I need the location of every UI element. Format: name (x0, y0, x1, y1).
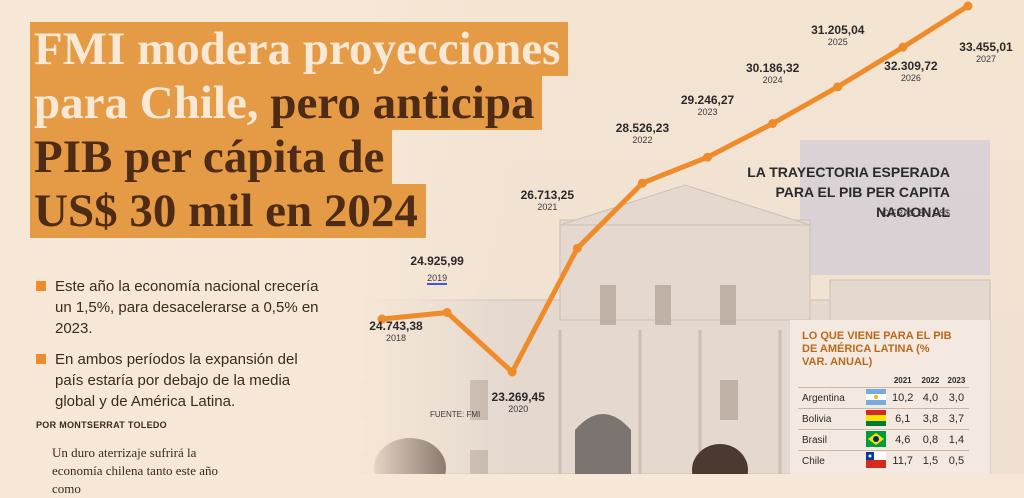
bolivia-flag-icon (866, 408, 888, 430)
bullet-square-icon (36, 354, 46, 364)
byline: POR MONTSERRAT TOLEDO (36, 420, 167, 430)
chart-source: FUENTE: FMI (430, 410, 481, 419)
headline: FMI modera proyecciones para Chile, pero… (30, 22, 630, 238)
headline-line-2: para Chile, pero anticipa (30, 76, 543, 130)
data-label-year: 2027 (975, 54, 997, 64)
data-point (703, 152, 713, 162)
table-row: Argentina 10,2 4,0 3,0 (798, 387, 970, 409)
table-cell: 3,7 (943, 408, 970, 430)
data-point (833, 82, 843, 92)
data-label-year: 2019 (427, 273, 448, 286)
headline-line-2-light: para Chile, (34, 77, 259, 129)
bullet-item: Este año la economía nacional crecería u… (36, 276, 326, 339)
data-point (898, 42, 908, 52)
chile-flag-icon (866, 450, 888, 471)
table-cell: 1,5 (917, 450, 944, 471)
chart-subtitle: CIFRAS EN US$ (881, 208, 950, 218)
bullet-text: En ambos períodos la expansión del país … (55, 351, 298, 410)
data-point (572, 243, 582, 253)
table-header-row: 2021 2022 2023 (798, 376, 969, 388)
data-label-value: 26.713,25 (520, 188, 575, 203)
table-row: Brasil 4,6 0,8 1,4 (798, 429, 970, 451)
country-name: Chile (798, 450, 866, 471)
data-label-value: 29.246,27 (680, 93, 735, 108)
data-label-year: 2020 (508, 404, 529, 414)
headline-line-4: US$ 30 mil en 2024 (30, 184, 426, 238)
table-cell: 4,6 (888, 429, 918, 451)
country-name: Bolivia (798, 408, 866, 430)
data-label: 31.205,04 2025 (804, 23, 872, 47)
table-header-2022: 2022 (921, 376, 940, 385)
table-header-2023: 2023 (947, 376, 966, 385)
data-label-year: 2022 (632, 135, 653, 146)
data-label-year: 2021 (537, 202, 558, 213)
data-label-year: 2023 (697, 107, 718, 118)
brazil-flag-icon (866, 429, 888, 451)
data-label: 30.186,32 2024 (739, 61, 807, 85)
data-label-value: 31.205,04 (811, 22, 865, 37)
gdp-series-line (379, 3, 971, 375)
latam-gdp-table: 2021 2022 2023 Argentina 10,2 4,0 3,0 Bo… (798, 376, 970, 471)
data-label-year: 2018 (385, 333, 407, 344)
data-label: 28.526,23 2022 (608, 121, 676, 145)
data-label-value: 32.309,72 (884, 59, 938, 74)
headline-line-1: FMI modera proyecciones (30, 22, 569, 76)
table-cell: 0,5 (943, 450, 970, 471)
table-cell: 10,2 (888, 387, 918, 409)
data-label: 33.455,01 2027 (952, 40, 1020, 64)
table-header-2021: 2021 (893, 376, 912, 385)
data-label: 24.743,38 2018 (362, 319, 430, 343)
table-header-blank (798, 376, 866, 388)
data-label-year: 2025 (827, 36, 848, 47)
data-label-value: 24.925,99 (410, 254, 464, 269)
data-point (442, 307, 452, 317)
table-cell: 3,8 (917, 408, 944, 430)
argentina-flag-icon (866, 387, 888, 409)
data-label-value: 23.269,45 (491, 390, 545, 404)
bullet-text: Este año la economía nacional crecería u… (55, 278, 319, 337)
table-cell: 3,0 (943, 387, 970, 409)
bullet-item: En ambos períodos la expansión del país … (36, 349, 326, 412)
data-label-year: 2026 (900, 73, 921, 84)
data-label: 32.309,72 2026 (877, 59, 945, 83)
table-cell: 6,1 (888, 408, 918, 430)
data-point (507, 367, 517, 377)
data-point (768, 118, 778, 128)
country-name: Argentina (798, 387, 866, 409)
data-label: 29.246,27 2023 (674, 93, 742, 117)
country-name: Brasil (798, 429, 866, 451)
table-cell: 11,7 (888, 450, 918, 471)
chart-title: LA TRAYECTORIA ESPERADA PARA EL PIB PER … (747, 164, 950, 220)
headline-line-2-dark: pero anticipa (258, 77, 535, 129)
table-cell: 1,4 (943, 429, 970, 451)
data-label: 26.713,25 2021 (513, 188, 581, 212)
data-label-value: 30.186,32 (745, 61, 800, 76)
table-header-flag-blank (866, 376, 888, 388)
headline-line-3: PIB per cápita de (30, 130, 393, 184)
data-point (377, 314, 387, 324)
data-label: 23.269,45 2020 (484, 390, 552, 414)
table-cell: 0,8 (917, 429, 944, 451)
data-label: 24.925,99 2019 (403, 254, 471, 286)
data-label-value: 24.743,38 (369, 319, 423, 334)
bullet-square-icon (36, 281, 46, 291)
table-row: Bolivia 6,1 3,8 3,7 (798, 408, 970, 430)
gdp-line-chart (377, 1, 973, 377)
data-label-value: 33.455,01 (959, 40, 1013, 54)
summary-bullets: Este año la economía nacional crecería u… (36, 276, 326, 422)
data-point (637, 178, 647, 188)
table-cell: 4,0 (917, 387, 944, 409)
data-point (963, 1, 973, 11)
panel-title: LO QUE VIENE PARA EL PIB DE AMÉRICA LATI… (802, 330, 952, 368)
data-label-year: 2024 (762, 75, 783, 86)
latam-gdp-panel: LO QUE VIENE PARA EL PIB DE AMÉRICA LATI… (790, 320, 990, 474)
data-label-value: 28.526,23 (615, 121, 670, 136)
table-row: Chile 11,7 1,5 0,5 (798, 450, 970, 471)
